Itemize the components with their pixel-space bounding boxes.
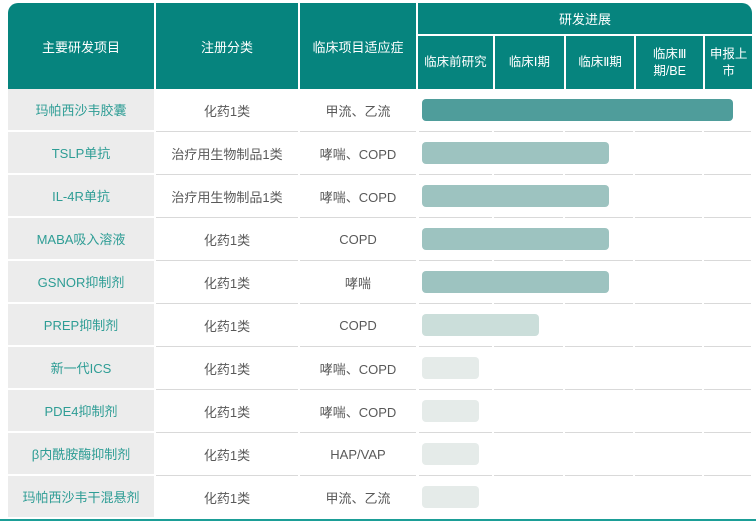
indication-cell: HAP/VAP [300, 433, 416, 476]
table-row: TSLP单抗 治疗用生物制品1类 哮喘、COPD [8, 132, 752, 175]
project-cell: GSNOR抑制剂 [8, 261, 154, 304]
progress-cell [418, 433, 752, 476]
progress-cell [418, 89, 752, 132]
progress-bar [422, 185, 610, 207]
project-cell: 新一代ICS [8, 347, 154, 390]
project-cell: β内酰胺酶抑制剂 [8, 433, 154, 476]
project-cell: 玛帕西沙韦干混悬剂 [8, 476, 154, 519]
reg-class-cell: 治疗用生物制品1类 [156, 132, 298, 175]
progress-bar [422, 443, 479, 465]
progress-cell [418, 175, 752, 218]
header-progress-title: 研发进展 [418, 3, 752, 36]
reg-class-cell: 化药1类 [156, 304, 298, 347]
progress-bar [422, 357, 479, 379]
project-cell: PDE4抑制剂 [8, 390, 154, 433]
progress-bar [422, 99, 733, 121]
indication-cell: 甲流、乙流 [300, 89, 416, 132]
reg-class-cell: 化药1类 [156, 218, 298, 261]
reg-class-cell: 化药1类 [156, 433, 298, 476]
project-cell: TSLP单抗 [8, 132, 154, 175]
project-cell: 玛帕西沙韦胶囊 [8, 89, 154, 132]
indication-cell: 哮喘 [300, 261, 416, 304]
progress-cell [418, 304, 752, 347]
project-cell: MABA吸入溶液 [8, 218, 154, 261]
indication-cell: 哮喘、COPD [300, 175, 416, 218]
reg-class-cell: 化药1类 [156, 261, 298, 304]
progress-cell [418, 347, 752, 390]
table-row: PREP抑制剂 化药1类 COPD [8, 304, 752, 347]
table-row: MABA吸入溶液 化药1类 COPD [8, 218, 752, 261]
indication-cell: 甲流、乙流 [325, 491, 391, 506]
header-main-projects: 主要研发项目 [8, 3, 154, 89]
header-progress-group: 研发进展 临床前研究 临床Ⅰ期 临床Ⅱ期 临床Ⅲ期/BE 申报上市 [418, 3, 752, 89]
project-cell: IL-4R单抗 [8, 175, 154, 218]
header-stage-nda: 申报上市 [703, 36, 752, 89]
reg-class-cell: 化药1类 [156, 390, 298, 433]
progress-cell [418, 261, 752, 304]
reg-class-cell: 治疗用生物制品1类 [156, 175, 298, 218]
progress-cell [418, 390, 752, 433]
bottom-rule [0, 519, 756, 521]
table-row: 玛帕西沙韦干混悬剂 化药1类 甲流、乙流 [8, 476, 752, 519]
indication-cell: COPD [300, 304, 416, 347]
indication-cell: COPD [300, 218, 416, 261]
progress-bar [422, 142, 610, 164]
progress-bar [422, 228, 610, 250]
table-row: PDE4抑制剂 化药1类 哮喘、COPD [8, 390, 752, 433]
table-row: GSNOR抑制剂 化药1类 哮喘 [8, 261, 752, 304]
reg-class-cell: 化药1类 [203, 491, 251, 506]
reg-class-cell: 化药1类 [156, 89, 298, 132]
header-stage-row: 临床前研究 临床Ⅰ期 临床Ⅱ期 临床Ⅲ期/BE 申报上市 [418, 36, 752, 89]
header-indication: 临床项目适应症 [300, 3, 416, 89]
pipeline-table: 主要研发项目 注册分类 临床项目适应症 研发进展 临床前研究 临床Ⅰ期 临床Ⅱ期… [8, 3, 752, 519]
table-row: β内酰胺酶抑制剂 化药1类 HAP/VAP [8, 433, 752, 476]
progress-cell [418, 218, 752, 261]
progress-bar [422, 271, 610, 293]
progress-bar [422, 486, 479, 508]
table-header: 主要研发项目 注册分类 临床项目适应症 研发进展 临床前研究 临床Ⅰ期 临床Ⅱ期… [8, 3, 752, 89]
table-row: 新一代ICS 化药1类 哮喘、COPD [8, 347, 752, 390]
indication-cell: 哮喘、COPD [300, 132, 416, 175]
indication-cell: 哮喘、COPD [300, 347, 416, 390]
header-stage-phase2: 临床Ⅱ期 [563, 36, 634, 89]
header-stage-phase1: 临床Ⅰ期 [492, 36, 564, 89]
header-stage-phase3-be: 临床Ⅲ期/BE [634, 36, 703, 89]
table-row: 玛帕西沙韦胶囊 化药1类 甲流、乙流 [8, 89, 752, 132]
progress-cell [418, 132, 752, 175]
progress-cell [418, 476, 752, 519]
progress-bar [422, 400, 479, 422]
indication-cell: 哮喘、COPD [300, 390, 416, 433]
reg-class-cell: 化药1类 [156, 347, 298, 390]
progress-bar [422, 314, 539, 336]
project-cell: PREP抑制剂 [8, 304, 154, 347]
table-row: IL-4R单抗 治疗用生物制品1类 哮喘、COPD [8, 175, 752, 218]
header-reg-class: 注册分类 [156, 3, 298, 89]
header-stage-preclinical: 临床前研究 [424, 55, 487, 70]
